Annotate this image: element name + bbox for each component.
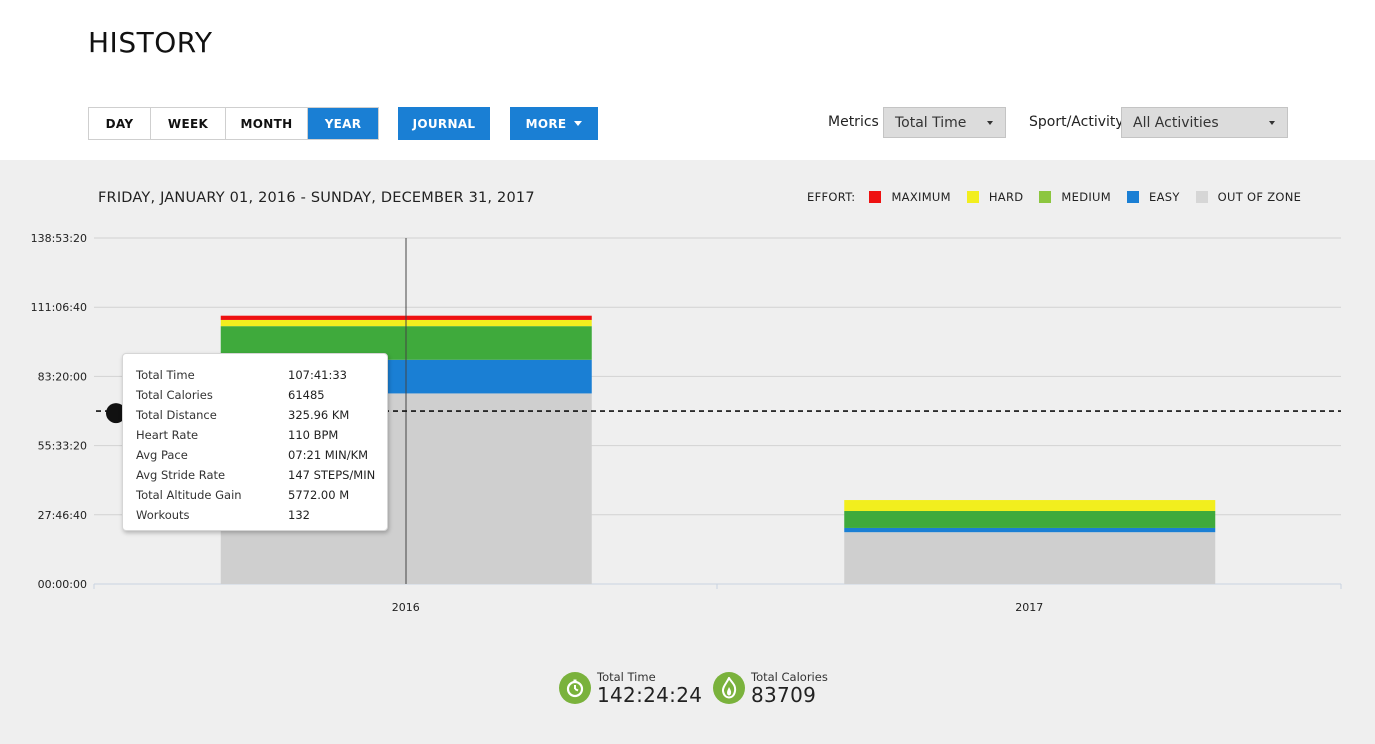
legend-title: EFFORT: — [807, 190, 856, 204]
tooltip-label: Avg Pace — [136, 448, 188, 462]
period-month-button[interactable]: MONTH — [226, 108, 308, 139]
tooltip-value: 325.96 KM — [288, 408, 350, 422]
bar-segment-easy — [844, 527, 1216, 533]
summary-total-time: Total Time 142:24:24 — [559, 670, 702, 706]
tooltip-row: Workouts 132 — [123, 508, 387, 528]
tooltip-label: Total Calories — [136, 388, 213, 402]
legend-item-out-of-zone: OUT OF ZONE — [1195, 190, 1302, 204]
summary-calories-label: Total Calories — [751, 670, 828, 684]
y-tick-label: 111:06:40 — [31, 301, 87, 314]
bar-segment-medium — [844, 511, 1216, 528]
tooltip-value: 147 STEPS/MIN — [288, 468, 376, 482]
tooltip-value: 61485 — [288, 388, 325, 402]
average-marker-icon — [106, 403, 126, 424]
y-tick-label: 27:46:40 — [38, 509, 87, 522]
y-tick-label: 55:33:20 — [38, 440, 87, 453]
flame-icon — [713, 672, 745, 704]
tooltip-label: Workouts — [136, 508, 190, 522]
summary-time-label: Total Time — [597, 670, 656, 684]
page-title: HISTORY — [88, 26, 213, 59]
stopwatch-icon — [559, 672, 591, 704]
y-tick-label: 00:00:00 — [38, 578, 87, 591]
legend-item-hard: HARD — [966, 190, 1024, 204]
legend-item-medium: MEDIUM — [1039, 190, 1111, 204]
legend-swatch — [869, 191, 882, 203]
metrics-label: Metrics — [828, 114, 879, 130]
legend-label: MEDIUM — [1061, 190, 1111, 204]
period-week-button[interactable]: WEEK — [151, 108, 226, 139]
dropdown-caret-icon — [1269, 121, 1275, 125]
period-selector: DAY WEEK MONTH YEAR — [88, 107, 379, 140]
metrics-dropdown[interactable]: Total Time — [883, 107, 1006, 138]
tooltip-row: Total Time 107:41:33 — [123, 368, 387, 388]
tooltip-label: Heart Rate — [136, 428, 199, 442]
tooltip-value: 132 — [288, 508, 310, 522]
dropdown-caret-icon — [987, 121, 993, 125]
tooltip-row: Heart Rate 110 BPM — [123, 428, 387, 448]
sport-activity-dropdown[interactable]: All Activities — [1121, 107, 1288, 138]
legend-label: OUT OF ZONE — [1217, 190, 1302, 204]
tooltip-value: 107:41:33 — [288, 368, 347, 382]
y-tick-label: 138:53:20 — [31, 232, 87, 245]
legend-swatch — [1039, 191, 1052, 203]
tooltip-row: Total Distance 325.96 KM — [123, 408, 387, 428]
bar-segment-hard — [844, 500, 1216, 512]
effort-legend: EFFORT: MAXIMUM HARD MEDIUM EASY OUT OF … — [807, 190, 1317, 204]
summary-total-calories: Total Calories 83709 — [713, 670, 828, 706]
more-button-label: MORE — [525, 116, 567, 131]
tooltip-label: Total Distance — [136, 408, 217, 422]
tooltip-row: Total Altitude Gain 5772.00 M — [123, 488, 387, 508]
tooltip-value: 07:21 MIN/KM — [288, 448, 369, 462]
period-day-button[interactable]: DAY — [89, 108, 151, 139]
summary-time-value: 142:24:24 — [597, 683, 703, 707]
y-tick-label: 83:20:00 — [38, 370, 87, 383]
more-button[interactable]: MORE — [510, 107, 598, 140]
legend-swatch — [1195, 191, 1208, 203]
date-range-label: FRIDAY, JANUARY 01, 2016 - SUNDAY, DECEM… — [98, 190, 535, 206]
metrics-selected-value: Total Time — [895, 114, 967, 131]
x-tick-label: 2017 — [1015, 601, 1043, 614]
legend-item-maximum: MAXIMUM — [869, 190, 951, 204]
x-tick-label: 2016 — [392, 601, 420, 614]
summary-calories-value: 83709 — [751, 683, 817, 707]
legend-label: MAXIMUM — [891, 190, 951, 204]
legend-label: EASY — [1149, 190, 1180, 204]
sport-activity-selected-value: All Activities — [1133, 114, 1219, 131]
tooltip-value: 110 BPM — [288, 428, 339, 442]
tooltip-row: Avg Stride Rate 147 STEPS/MIN — [123, 468, 387, 488]
chevron-down-icon — [574, 121, 583, 126]
period-year-button[interactable]: YEAR — [308, 108, 378, 139]
legend-item-easy: EASY — [1127, 190, 1180, 204]
legend-swatch — [1127, 191, 1139, 203]
tooltip-label: Total Time — [136, 368, 195, 382]
tooltip-row: Total Calories 61485 — [123, 388, 387, 408]
sport-activity-label: Sport/Activity — [1029, 114, 1124, 130]
journal-button[interactable]: JOURNAL — [398, 107, 490, 140]
legend-label: HARD — [988, 190, 1024, 204]
tooltip-row: Avg Pace 07:21 MIN/KM — [123, 448, 387, 468]
bar-segment-out-of-zone — [844, 532, 1216, 584]
bar-tooltip: Total Time 107:41:33 Total Calories 61485 … — [122, 353, 388, 531]
legend-swatch — [966, 191, 979, 203]
tooltip-label: Avg Stride Rate — [136, 468, 226, 482]
tooltip-label: Total Altitude Gain — [136, 488, 242, 502]
tooltip-value: 5772.00 M — [288, 488, 350, 502]
